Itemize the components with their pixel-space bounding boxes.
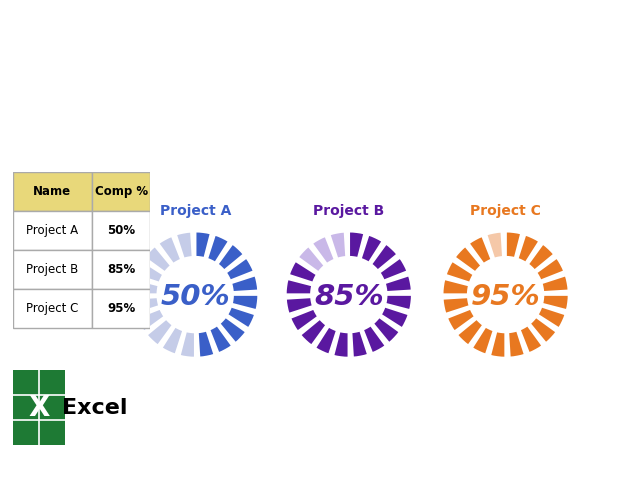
- Wedge shape: [175, 231, 193, 259]
- Text: Name: Name: [33, 185, 72, 198]
- Wedge shape: [289, 261, 317, 283]
- Wedge shape: [385, 275, 412, 292]
- Wedge shape: [519, 325, 543, 354]
- Text: 85%: 85%: [314, 284, 383, 312]
- Wedge shape: [290, 308, 319, 332]
- Wedge shape: [179, 331, 195, 358]
- Wedge shape: [136, 308, 165, 332]
- Wedge shape: [198, 330, 215, 358]
- Wedge shape: [541, 275, 569, 292]
- Wedge shape: [445, 261, 474, 283]
- Wedge shape: [225, 257, 254, 281]
- Wedge shape: [300, 318, 327, 346]
- Wedge shape: [385, 295, 412, 311]
- Wedge shape: [209, 325, 232, 354]
- Wedge shape: [312, 236, 335, 264]
- Wedge shape: [379, 257, 408, 281]
- Wedge shape: [315, 326, 337, 355]
- Wedge shape: [457, 318, 484, 346]
- Wedge shape: [217, 243, 244, 271]
- Wedge shape: [231, 275, 259, 292]
- Text: 50%: 50%: [107, 224, 135, 237]
- Wedge shape: [472, 326, 494, 355]
- Wedge shape: [158, 236, 182, 264]
- Wedge shape: [351, 330, 369, 358]
- Wedge shape: [329, 231, 346, 259]
- Text: Project A: Project A: [159, 204, 231, 218]
- Wedge shape: [298, 246, 325, 273]
- Bar: [13, 250, 92, 289]
- Wedge shape: [527, 243, 554, 271]
- Wedge shape: [195, 231, 211, 258]
- Wedge shape: [536, 257, 564, 281]
- Wedge shape: [442, 279, 469, 295]
- Wedge shape: [454, 246, 482, 273]
- Bar: [92, 211, 150, 250]
- Bar: [13, 211, 92, 250]
- Wedge shape: [486, 231, 503, 259]
- Wedge shape: [508, 330, 525, 358]
- Bar: [13, 371, 65, 444]
- Bar: [13, 172, 92, 211]
- Text: PROGRESS CIRCLE CHART: PROGRESS CIRCLE CHART: [79, 44, 561, 77]
- Wedge shape: [333, 331, 349, 358]
- Wedge shape: [232, 295, 259, 311]
- Wedge shape: [132, 279, 159, 295]
- Text: 95%: 95%: [471, 284, 540, 312]
- Wedge shape: [161, 326, 184, 355]
- Text: Project B: Project B: [313, 204, 385, 218]
- Wedge shape: [447, 308, 476, 332]
- Text: Project A: Project A: [26, 224, 79, 237]
- Wedge shape: [442, 297, 470, 314]
- Wedge shape: [285, 297, 313, 314]
- Bar: [92, 172, 150, 211]
- Text: 50%: 50%: [161, 284, 230, 312]
- Wedge shape: [506, 231, 522, 258]
- Wedge shape: [517, 234, 540, 263]
- Wedge shape: [227, 306, 255, 329]
- Wedge shape: [147, 318, 173, 346]
- Wedge shape: [362, 325, 386, 354]
- Text: 95%: 95%: [107, 302, 135, 315]
- Wedge shape: [468, 236, 492, 264]
- Text: INFOGRAPHICS IN DASHBOARD: INFOGRAPHICS IN DASHBOARD: [101, 108, 539, 132]
- Wedge shape: [490, 331, 506, 358]
- Wedge shape: [380, 306, 409, 329]
- Wedge shape: [529, 317, 557, 344]
- Bar: [92, 289, 150, 328]
- Text: Project B: Project B: [26, 263, 79, 276]
- Wedge shape: [285, 279, 312, 295]
- Wedge shape: [207, 234, 229, 263]
- Wedge shape: [360, 234, 383, 263]
- Wedge shape: [349, 231, 365, 258]
- Wedge shape: [542, 295, 569, 311]
- Wedge shape: [371, 243, 397, 271]
- Text: Project C: Project C: [470, 204, 541, 218]
- Wedge shape: [132, 297, 159, 314]
- Wedge shape: [219, 317, 246, 344]
- Bar: [13, 289, 92, 328]
- Wedge shape: [135, 261, 164, 283]
- Text: X: X: [28, 394, 50, 421]
- Text: Project C: Project C: [26, 302, 79, 315]
- Bar: [92, 250, 150, 289]
- Wedge shape: [372, 317, 400, 344]
- Wedge shape: [144, 246, 172, 273]
- Text: 85%: 85%: [107, 263, 135, 276]
- Text: Comp %: Comp %: [95, 185, 148, 198]
- Text: Excel: Excel: [62, 397, 127, 418]
- Wedge shape: [537, 306, 566, 329]
